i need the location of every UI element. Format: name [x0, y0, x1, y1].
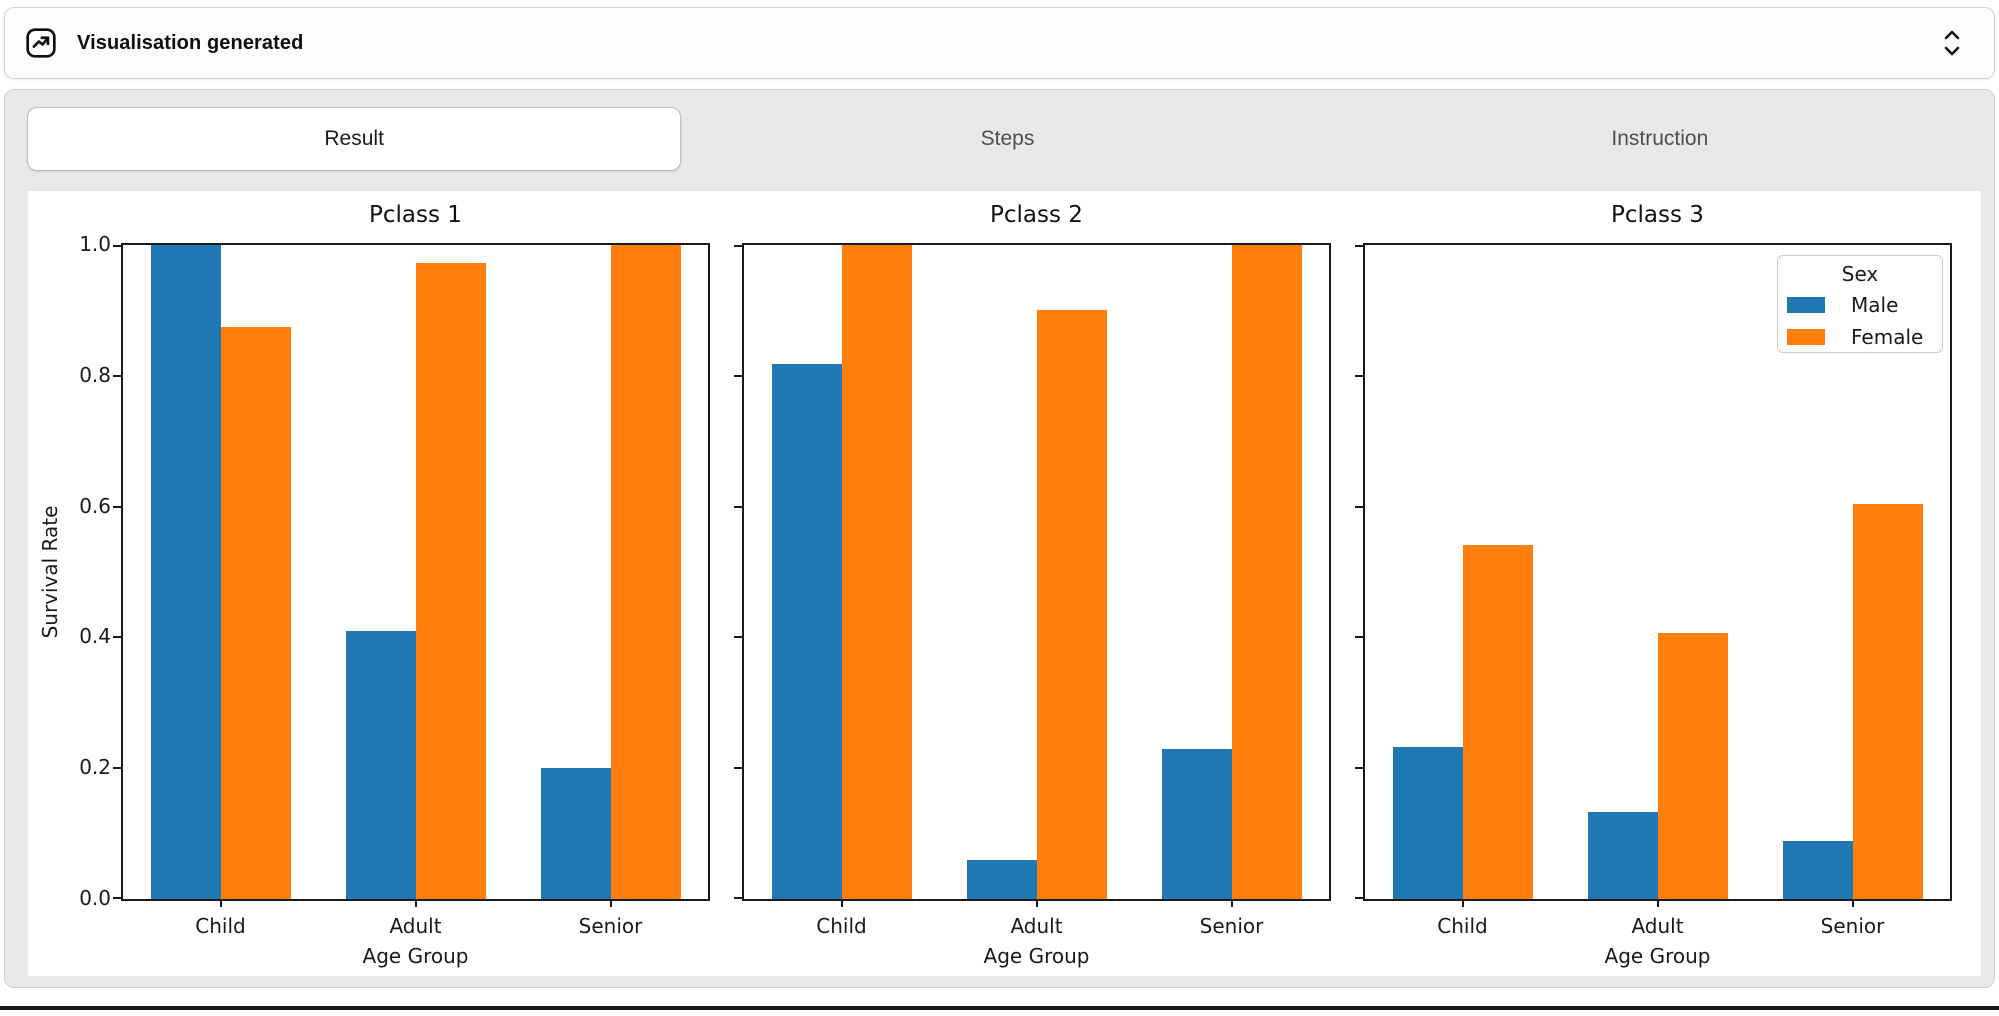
- bar-pclass1-child-male: [150, 245, 221, 899]
- legend: Sex Male Female: [1777, 255, 1943, 353]
- visualisation-status-bar[interactable]: Visualisation generated: [4, 7, 1995, 79]
- subplot-title: Pclass 3: [1611, 202, 1704, 228]
- subplot-axes: [734, 243, 1331, 907]
- chart-trending-up-icon: [26, 28, 56, 58]
- y-tick-label: 1.0: [79, 232, 111, 256]
- x-tick-label: Child: [1437, 914, 1488, 938]
- tab-strip: Result Steps Instruction: [27, 107, 1986, 171]
- bar-pclass3-child-male: [1392, 747, 1463, 899]
- y-tick-label: 0.2: [79, 755, 111, 780]
- bar-pclass3-adult-female: [1657, 633, 1728, 899]
- result-chart-figure: Pclass 1 0.0 0.2 0.4 0.6 0.8 1.0 Child Adult Seni…: [28, 191, 1981, 976]
- x-tick-label: Child: [816, 914, 867, 938]
- y-tick-mark: [1355, 505, 1363, 508]
- x-tick-mark: [1461, 899, 1464, 907]
- x-tick-mark: [609, 899, 612, 907]
- y-tick-mark: [734, 505, 742, 508]
- bar-pclass1-adult-male: [345, 631, 416, 899]
- y-tick-mark: [1355, 897, 1363, 899]
- y-tick-mark: [734, 767, 742, 770]
- y-tick-mark: [1355, 245, 1363, 247]
- bar-pclass3-child-female: [1462, 545, 1533, 899]
- y-tick-mark: [113, 505, 121, 508]
- legend-title: Sex: [1841, 262, 1879, 286]
- legend-swatch-male: [1787, 297, 1825, 313]
- y-tick-mark: [734, 245, 742, 247]
- subplot-title: Pclass 2: [990, 202, 1083, 228]
- legend-label: Male: [1851, 293, 1899, 317]
- bar-pclass2-child-female: [841, 245, 912, 899]
- y-tick-mark: [1355, 374, 1363, 377]
- x-tick-label: Senior: [578, 914, 643, 938]
- bar-pclass3-senior-female: [1852, 504, 1923, 899]
- bar-pclass2-adult-female: [1036, 310, 1107, 899]
- bar-pclass2-child-male: [771, 364, 842, 899]
- y-tick-label: 0.0: [79, 886, 111, 910]
- x-axis-label: Age Group: [983, 944, 1090, 968]
- y-tick-label: 0.8: [79, 362, 111, 387]
- y-tick-mark: [113, 374, 121, 377]
- y-tick-mark: [734, 374, 742, 377]
- legend-swatch-female: [1787, 329, 1825, 345]
- x-tick-mark: [1230, 899, 1233, 907]
- bottom-divider: [0, 1006, 1999, 1010]
- tab-panel-container: Result Steps Instruction Pclass 1 0.0 0.2 0…: [4, 89, 1995, 988]
- x-tick-label: Senior: [1820, 914, 1885, 938]
- bar-pclass1-senior-female: [610, 245, 681, 899]
- y-tick-mark: [113, 636, 121, 639]
- subplot-title: Pclass 1: [369, 202, 462, 228]
- bar-pclass1-senior-male: [540, 768, 611, 899]
- bar-pclass1-child-female: [220, 327, 291, 899]
- y-tick-mark: [734, 636, 742, 639]
- y-tick-mark: [113, 897, 121, 899]
- y-tick-label: 0.4: [79, 624, 111, 649]
- tab-steps[interactable]: Steps: [980, 127, 1035, 150]
- bar-pclass2-adult-male: [966, 860, 1037, 899]
- status-title: Visualisation generated: [77, 31, 304, 54]
- y-tick-mark: [1355, 636, 1363, 639]
- bar-pclass2-senior-female: [1231, 245, 1302, 899]
- subplot-axes: Sex Male Female: [1355, 243, 1952, 907]
- x-axis-label: Age Group: [1604, 944, 1711, 968]
- tab-result[interactable]: Result: [27, 107, 682, 171]
- y-tick-mark: [113, 245, 121, 247]
- x-axis-label: Age Group: [362, 944, 469, 968]
- subplot-axes: [113, 243, 710, 907]
- unfold-vertical-icon[interactable]: [1940, 29, 1964, 57]
- legend-label: Female: [1851, 325, 1924, 349]
- x-tick-mark: [1656, 899, 1659, 907]
- x-tick-mark: [1035, 899, 1038, 907]
- legend-entry: Male: [1778, 294, 1942, 316]
- bar-pclass3-senior-male: [1782, 841, 1853, 899]
- tab-instruction[interactable]: Instruction: [1611, 127, 1709, 150]
- x-tick-label: Adult: [1010, 914, 1063, 938]
- y-tick-mark: [113, 767, 121, 770]
- bar-pclass3-adult-male: [1587, 812, 1658, 899]
- x-tick-mark: [840, 899, 843, 907]
- x-tick-mark: [414, 899, 417, 907]
- legend-entry: Female: [1778, 326, 1942, 348]
- bar-pclass1-adult-female: [415, 263, 486, 899]
- x-tick-label: Senior: [1199, 914, 1264, 938]
- x-tick-label: Child: [195, 914, 246, 938]
- x-tick-label: Adult: [389, 914, 442, 938]
- y-tick-mark: [1355, 767, 1363, 770]
- y-axis-label: Survival Rate: [38, 505, 62, 639]
- x-tick-mark: [1851, 899, 1854, 907]
- x-tick-mark: [219, 899, 222, 907]
- y-tick-label: 0.6: [79, 493, 111, 518]
- y-tick-mark: [734, 897, 742, 899]
- bar-pclass2-senior-male: [1161, 749, 1232, 899]
- x-tick-label: Adult: [1631, 914, 1684, 938]
